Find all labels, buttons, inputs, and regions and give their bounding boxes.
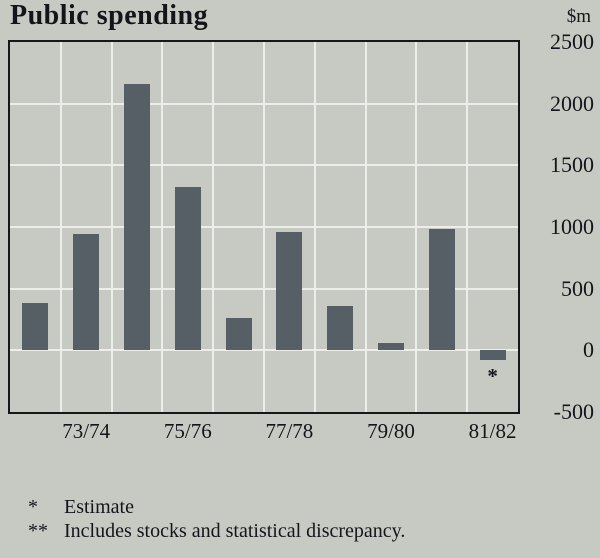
plot-area: * [8,40,520,414]
bar [124,83,150,351]
x-tick-label: 77/78 [265,419,314,443]
y-tick-label: 1000 [550,214,594,239]
x-tick-label: 81/82 [468,419,517,443]
y-tick-label: 1500 [550,152,594,178]
v-gridline [415,42,418,412]
bar [174,186,201,351]
v-gridline [110,42,113,412]
y-axis-labels: 2500 2000 1500 1000 500 0 -500 [522,31,596,423]
x-tick-label: 79/80 [367,419,415,443]
y-tick-label: 500 [561,275,594,301]
x-tick-label: 75/76 [163,419,212,443]
y-tick-label: 2000 [550,90,594,116]
bar [73,234,100,351]
footnote-text: Includes stocks and statistical discrepa… [64,520,406,542]
chart-title: Public spending [10,0,209,31]
bar [22,303,49,351]
y-axis-unit-label: $m [566,6,591,27]
v-gridline [364,42,367,412]
estimate-asterisk: * [487,364,498,389]
v-gridline [161,42,164,412]
v-gridline [466,42,469,412]
footnotes: * Estimate ** Includes stocks and statis… [28,495,405,543]
bar [225,318,252,351]
y-tick-label: 2500 [550,29,594,54]
bar [378,342,404,351]
bar [327,305,354,351]
footnote-text: Estimate [64,496,134,518]
v-gridline [313,42,316,412]
x-tick-label: 73/74 [62,419,111,443]
footnote-stocks-discrepancy: ** Includes stocks and statistical discr… [28,519,405,543]
v-gridline [59,42,62,412]
y-tick-label: 0 [583,337,594,363]
bar [428,228,455,351]
footnote-marker: * [28,496,38,518]
y-tick-label: -500 [553,399,594,424]
x-axis-labels: 73/74 75/76 77/78 79/80 81/82 [10,419,518,447]
v-gridline [212,42,215,412]
bar [479,350,506,361]
footnote-estimate: * Estimate [28,495,405,519]
v-gridline [263,42,265,412]
footnote-marker: ** [28,520,48,542]
bar [276,231,303,351]
